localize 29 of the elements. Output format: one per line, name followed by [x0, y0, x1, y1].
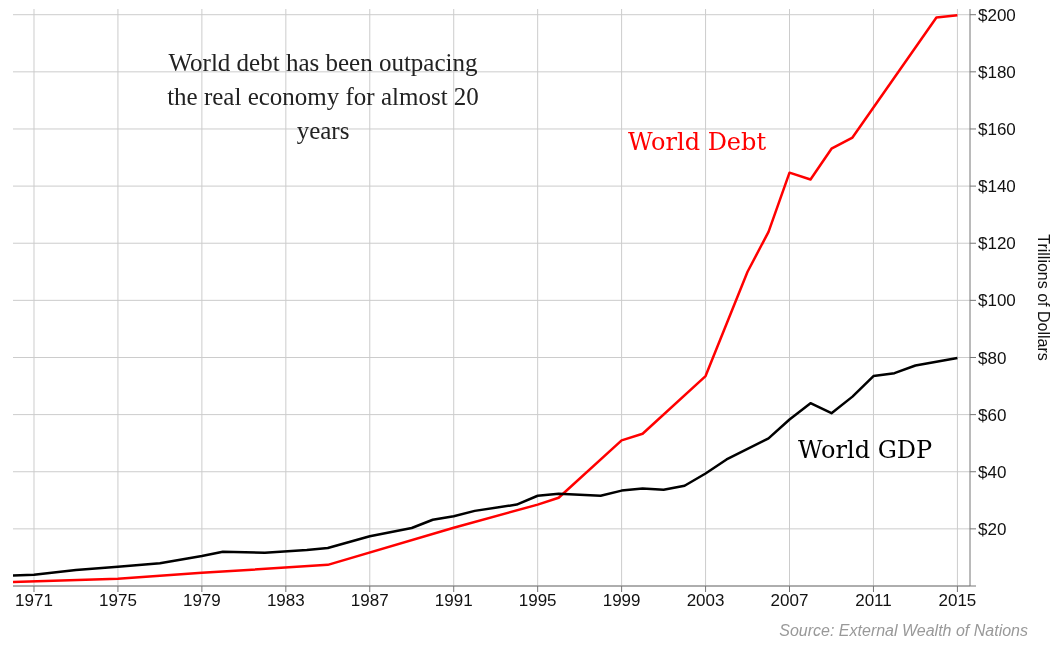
line-series [13, 356, 959, 577]
x-tick-label: 1987 [350, 591, 389, 611]
y-tick-label: $140 [978, 177, 1016, 197]
y-tick-label: $60 [978, 405, 1007, 425]
annotation: World debt has been outpacing the real economy for almost 20 years [166, 48, 480, 146]
y-axis-title: Trillions of Dollars [1035, 234, 1053, 361]
x-tick-label: 1971 [15, 591, 53, 611]
x-tick-label: 2011 [855, 591, 892, 611]
y-tick-label: $160 [978, 120, 1016, 140]
y-tick-label: $40 [978, 462, 1007, 482]
line-series [13, 14, 959, 584]
series-label: World GDP [798, 436, 933, 464]
y-tick-label: $200 [978, 5, 1016, 25]
y-tick-label: $120 [978, 234, 1016, 254]
x-tick-label: 1991 [434, 591, 473, 611]
x-tick-label: 1975 [99, 591, 137, 611]
x-tick-label: 2007 [770, 591, 809, 611]
y-tick-label: $180 [978, 62, 1016, 82]
x-tick-label: 1999 [602, 591, 641, 611]
source-note: Source: External Wealth of Nations [779, 622, 1028, 640]
x-tick-label: 2015 [938, 591, 977, 611]
x-tick-label: 1995 [518, 591, 557, 611]
x-tick-label: 1979 [182, 591, 221, 611]
series-label: World Debt [628, 128, 767, 156]
y-tick-label: $20 [978, 519, 1007, 539]
y-tick-label: $80 [978, 348, 1007, 368]
x-tick-label: 2003 [686, 591, 725, 611]
y-tick-label: $100 [978, 291, 1016, 311]
x-tick-label: 1983 [266, 591, 305, 611]
